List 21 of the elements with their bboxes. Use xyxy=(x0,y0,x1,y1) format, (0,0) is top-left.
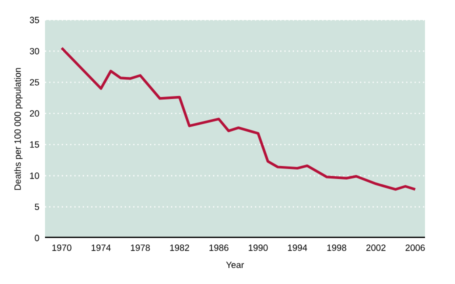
x-axis-title: Year xyxy=(226,262,244,268)
x-tick-label: 1982 xyxy=(170,244,190,251)
y-tick-label: 0 xyxy=(34,234,40,242)
x-tick-label: 1986 xyxy=(209,244,228,251)
x-tick-label: 1974 xyxy=(92,244,111,251)
line-series xyxy=(60,46,416,191)
y-tick-label: 30 xyxy=(30,48,40,54)
y-tick-label: 25 xyxy=(30,79,40,86)
x-tick-label: 1998 xyxy=(327,244,346,251)
x-tick-label: 1990 xyxy=(248,244,268,251)
y-tick-label: 15 xyxy=(30,141,40,148)
y-tick-label: 20 xyxy=(30,110,40,117)
x-tick-label: 1978 xyxy=(130,244,150,251)
y-tick-label: 5 xyxy=(34,204,40,210)
x-tick-label: 2006 xyxy=(406,244,425,251)
y-tick-label: 35 xyxy=(30,16,40,24)
x-tick-label: 2002 xyxy=(366,244,386,251)
y-tick-label: 10 xyxy=(30,172,40,179)
y-axis-title: Deaths per 100 000 population xyxy=(14,68,23,190)
x-tick-label: 1994 xyxy=(288,244,308,251)
x-tick-label: 1970 xyxy=(52,244,72,251)
